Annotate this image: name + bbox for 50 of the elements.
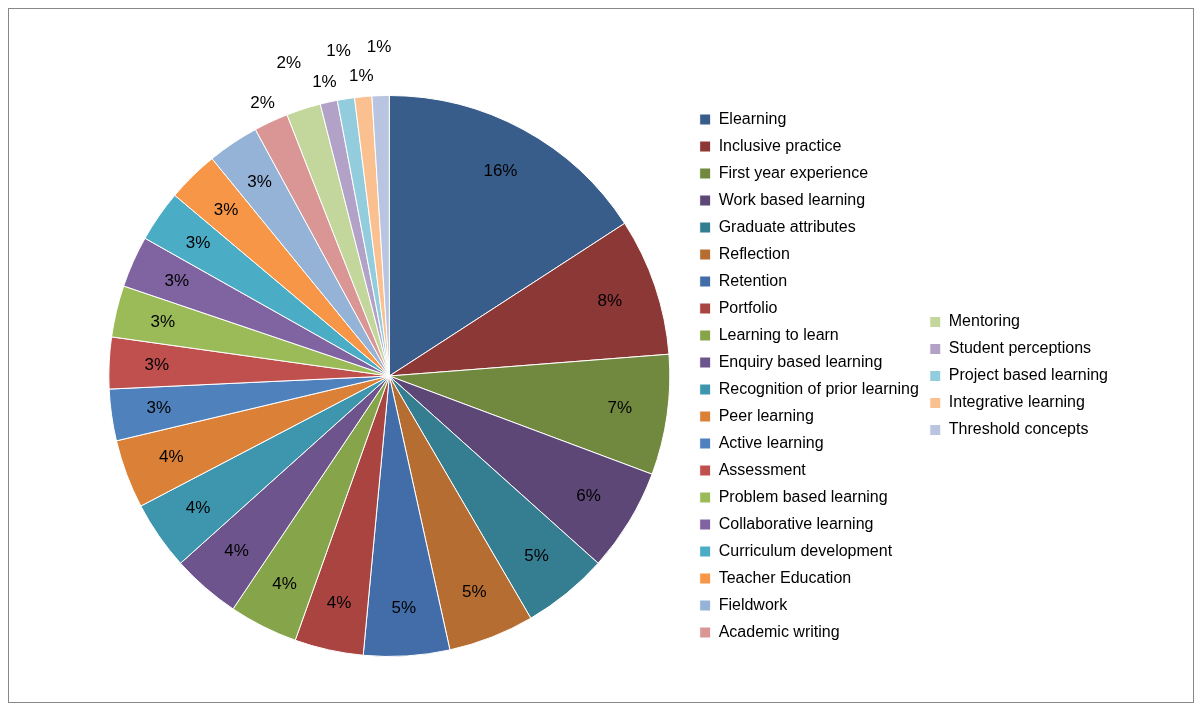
data-label: 1% xyxy=(326,41,351,61)
data-label: 3% xyxy=(144,354,170,374)
data-label: 5% xyxy=(524,546,549,566)
legend-label: Active learning xyxy=(718,433,824,451)
data-label: 4% xyxy=(326,593,352,613)
data-label: 3% xyxy=(185,232,211,252)
data-label: 7% xyxy=(607,398,633,418)
legend-label: Mentoring xyxy=(948,312,1020,330)
legend-label: Work based learning xyxy=(718,190,866,208)
data-label: 16% xyxy=(483,161,518,181)
data-label: 1% xyxy=(349,66,374,86)
legend-label: Learning to learn xyxy=(718,325,839,343)
legend-label: Peer learning xyxy=(718,406,814,424)
legend-label: Student perceptions xyxy=(948,339,1092,357)
data-label: 4% xyxy=(185,498,211,518)
data-label: 4% xyxy=(158,447,184,467)
data-label: 1% xyxy=(312,72,337,92)
legend-label: Retention xyxy=(718,271,788,289)
legend-label: Inclusive practice xyxy=(718,136,842,154)
data-label: 3% xyxy=(164,270,190,290)
legend-label: Problem based learning xyxy=(718,487,888,505)
legend-label: Assessment xyxy=(718,460,807,478)
legend-label: Fieldwork xyxy=(718,595,789,613)
data-label: 2% xyxy=(276,52,302,72)
legend-label: Academic writing xyxy=(718,622,840,640)
legend-label: Curriculum development xyxy=(718,541,893,559)
legend-label: Graduate attributes xyxy=(718,217,856,235)
legend-label: Reflection xyxy=(718,244,790,262)
data-label: 4% xyxy=(224,541,249,561)
legend-label: Integrative learning xyxy=(948,393,1085,411)
legend-label: Threshold concepts xyxy=(948,420,1089,438)
legend-label: Teacher Education xyxy=(718,568,852,586)
legend-label: Collaborative learning xyxy=(718,514,874,532)
data-label: 3% xyxy=(146,398,172,418)
data-label: 2% xyxy=(250,93,275,113)
legend-label: Enquiry based learning xyxy=(718,352,883,370)
data-label: 4% xyxy=(272,573,297,593)
data-label: 6% xyxy=(576,486,601,506)
data-label: 3% xyxy=(150,311,176,331)
data-label: 3% xyxy=(247,172,272,192)
data-label: 1% xyxy=(366,37,392,57)
legend-label: Recognition of prior learning xyxy=(718,379,919,397)
legend-label: Project based learning xyxy=(948,366,1109,384)
data-label: 8% xyxy=(597,290,623,310)
legend-label: Elearning xyxy=(718,109,787,127)
data-label: 5% xyxy=(391,598,417,618)
legend-label: First year experience xyxy=(718,163,869,181)
legend-label: Portfolio xyxy=(718,298,778,316)
data-label: 3% xyxy=(213,199,239,219)
data-label: 5% xyxy=(461,582,487,602)
